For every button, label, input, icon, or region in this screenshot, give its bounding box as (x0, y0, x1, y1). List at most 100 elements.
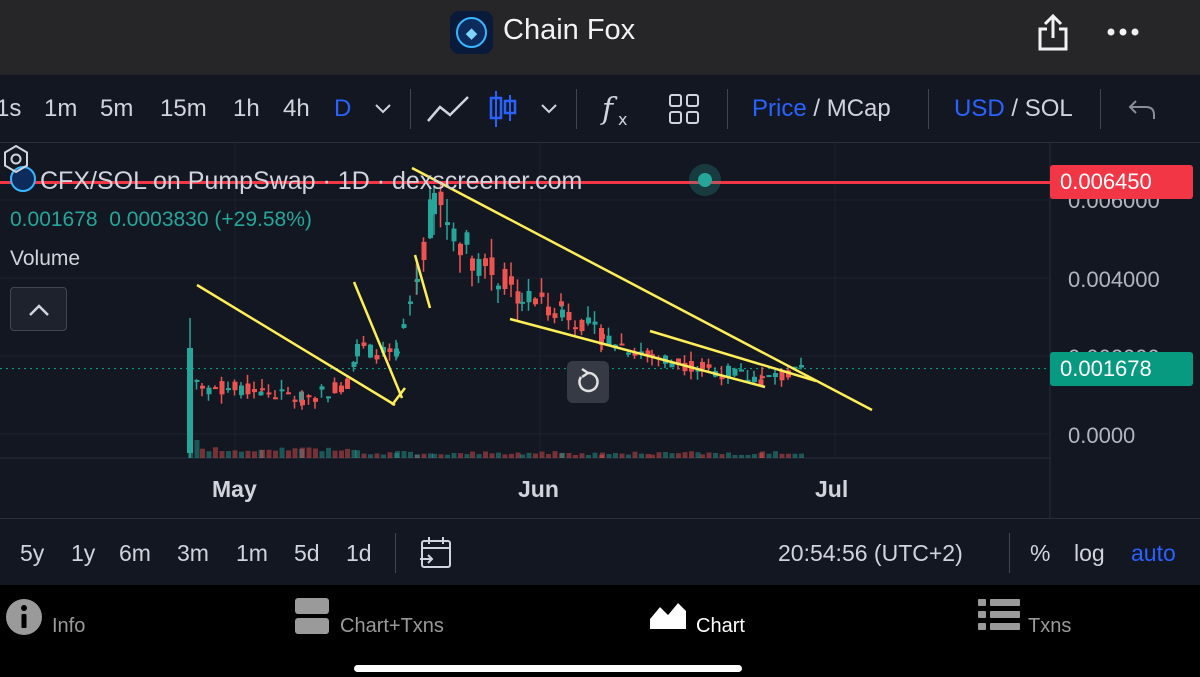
candle (245, 383, 251, 395)
interval-1h[interactable]: 1h (233, 95, 260, 122)
more-icon[interactable] (1106, 22, 1140, 42)
volume-bar (226, 451, 231, 458)
interval-5m[interactable]: 5m (100, 95, 134, 122)
candle (258, 391, 264, 396)
usd-option[interactable]: USD (954, 95, 1005, 122)
candle (387, 348, 393, 353)
volume-bar (200, 448, 205, 458)
chart-canvas[interactable] (0, 143, 1200, 518)
candle (476, 258, 482, 276)
trendline (413, 254, 432, 309)
range-bar: 5y 1y 6m 3m 1m 5d 1d 20:54:56 (UTC+2) % … (0, 518, 1200, 585)
volume-bar (306, 447, 312, 458)
divider (1100, 89, 1101, 129)
go-to-date-icon[interactable] (418, 535, 454, 571)
volume-bar (758, 452, 764, 458)
range-1y[interactable]: 1y (71, 540, 96, 566)
volume-bar (606, 454, 612, 458)
volume-bar (745, 454, 751, 458)
candle (496, 285, 501, 290)
volume-bar (258, 449, 264, 458)
volume-bar (559, 453, 564, 458)
sol-option[interactable]: SOL (1024, 95, 1073, 122)
range-6m[interactable]: 6m (119, 540, 151, 566)
range-1m[interactable]: 1m (236, 540, 268, 566)
candle (464, 232, 470, 245)
volume-bar (579, 453, 585, 458)
candle (695, 369, 701, 372)
range-5d[interactable]: 5d (294, 540, 320, 566)
candle (515, 291, 521, 304)
share-icon[interactable] (1036, 14, 1070, 52)
range-3m[interactable]: 3m (177, 540, 209, 566)
divider (410, 89, 411, 129)
candle (445, 222, 450, 226)
app-header: ◆ Chain Fox (0, 0, 1200, 75)
candle (319, 386, 325, 390)
price-mcap-toggle[interactable]: Price / MCap (752, 95, 891, 123)
candle (552, 313, 558, 318)
volume-bar (381, 454, 386, 458)
volume-bar (415, 454, 420, 458)
candle (650, 354, 655, 358)
info-icon (6, 599, 42, 635)
list-icon (978, 599, 1020, 630)
volume-bar (650, 454, 655, 458)
volume-bar (600, 452, 605, 458)
mcap-option[interactable]: MCap (826, 95, 891, 122)
volume-bar (663, 451, 668, 458)
x-axis-label: Jul (815, 476, 849, 502)
price-chart[interactable]: CFX/SOL on PumpSwap · 1D · dexscreener.c… (0, 143, 1200, 518)
volume-bar (432, 453, 437, 458)
interval-1s[interactable]: 1s (0, 95, 22, 122)
candle (292, 399, 298, 402)
range-5y[interactable]: 5y (20, 540, 45, 566)
chevron-down-icon[interactable] (540, 103, 558, 115)
undo-icon[interactable] (1128, 97, 1158, 121)
line-chart-icon[interactable] (426, 93, 470, 125)
reset-chart-button[interactable] (567, 361, 609, 403)
price-option[interactable]: Price (752, 95, 807, 122)
volume-bar (682, 452, 688, 458)
candle (226, 388, 231, 391)
candle (286, 392, 291, 395)
chart-legend: CFX/SOL on PumpSwap · 1D · dexscreener.c… (10, 166, 582, 196)
chart-time[interactable]: 20:54:56 (UTC+2) (778, 540, 963, 566)
interval-4h[interactable]: 4h (283, 95, 310, 122)
tab-label: Chart+Txns (340, 615, 444, 637)
candle (428, 199, 433, 239)
volume-bar (632, 451, 638, 458)
tab-label: Txns (1028, 615, 1072, 637)
currency-toggle[interactable]: USD / SOL (954, 95, 1073, 123)
layout-grid-icon[interactable] (668, 93, 700, 125)
volume-bar (245, 450, 251, 458)
interval-1m[interactable]: 1m (44, 95, 78, 122)
candle (758, 379, 764, 386)
trendline (352, 281, 404, 399)
settings-icon[interactable] (0, 143, 32, 175)
log-toggle[interactable]: log (1074, 540, 1105, 566)
auto-toggle[interactable]: auto (1131, 540, 1176, 566)
token-logo: ◆ (450, 11, 493, 54)
volume-bar (266, 449, 272, 458)
indicators-icon[interactable]: f x (600, 89, 634, 129)
candle (752, 376, 757, 383)
volume-bar (292, 448, 298, 458)
interval-15m[interactable]: 15m (160, 95, 207, 122)
trendline (509, 317, 766, 389)
volume-bar (445, 454, 450, 458)
fox-icon: ◆ (456, 17, 487, 48)
range-1d[interactable]: 1d (346, 540, 372, 566)
candle (300, 399, 305, 406)
candle (206, 387, 212, 395)
trendline (411, 166, 873, 412)
candle (489, 257, 495, 276)
collapse-legend-button[interactable] (10, 287, 67, 331)
volume-bar (626, 454, 631, 458)
candle (252, 388, 257, 393)
candles-icon[interactable] (488, 89, 518, 129)
percent-toggle[interactable]: % (1030, 540, 1051, 566)
interval-d[interactable]: D (334, 95, 352, 122)
chevron-down-icon[interactable] (374, 103, 392, 115)
candle (520, 301, 525, 304)
